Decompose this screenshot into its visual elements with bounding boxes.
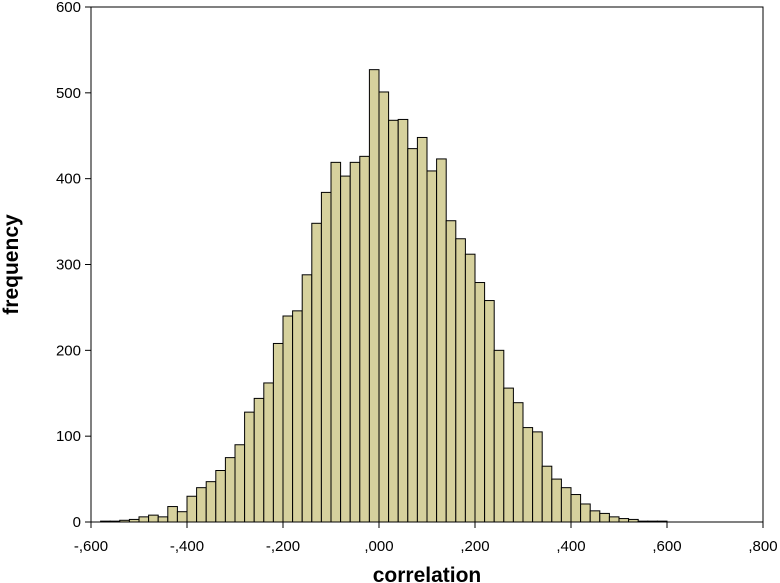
histogram-bar — [407, 148, 418, 523]
histogram-bar — [474, 282, 486, 523]
histogram-bar — [580, 503, 591, 523]
histogram-bar — [234, 444, 246, 523]
histogram-bar — [340, 175, 351, 523]
y-tick-label: 0 — [73, 514, 81, 531]
histogram-bar — [349, 161, 361, 523]
y-tick-label: 300 — [56, 257, 81, 274]
histogram-bar — [378, 91, 390, 523]
histogram-bar — [541, 465, 553, 523]
x-axis: -,600 -,400 -,200 ,000 ,200 ,400 ,600 ,800 — [74, 522, 778, 555]
histogram-bar — [311, 222, 322, 523]
x-tick-label: ,800 — [748, 538, 777, 555]
histogram-bar — [224, 457, 236, 523]
histogram-bar — [445, 220, 457, 523]
x-axis-title: correlation — [373, 564, 482, 583]
histogram-bar — [138, 516, 150, 523]
histogram-bar — [301, 274, 313, 523]
y-axis-title: frequency — [0, 214, 23, 315]
histogram-bar — [272, 342, 284, 523]
histogram-bar — [464, 253, 476, 523]
histogram-bar — [388, 119, 399, 523]
histogram-bar — [176, 511, 188, 523]
x-tick-label: ,000 — [364, 538, 393, 555]
x-tick-label: -,600 — [74, 538, 108, 555]
x-tick-label: ,600 — [652, 538, 681, 555]
histogram-bar — [320, 191, 332, 523]
histogram-bar — [589, 510, 601, 523]
x-tick-label: ,200 — [460, 538, 489, 555]
x-tick-label: -,200 — [266, 538, 300, 555]
histogram-bar — [282, 315, 294, 523]
histogram-bar — [397, 118, 409, 523]
histogram-bar — [512, 402, 524, 523]
histogram-bar — [618, 518, 630, 523]
histogram-bar — [532, 431, 543, 523]
histogram-bar — [292, 310, 303, 523]
y-tick-label: 400 — [56, 171, 81, 188]
histogram-bar — [551, 478, 562, 523]
histogram-bar — [196, 487, 207, 523]
y-tick-label: 500 — [56, 85, 81, 102]
x-tick-label: -,400 — [170, 538, 204, 555]
histogram-bar — [205, 481, 217, 523]
histogram-bar — [436, 158, 447, 523]
histogram-bar — [215, 470, 226, 523]
histogram-bar — [493, 349, 505, 523]
x-tick-label: ,400 — [556, 538, 585, 555]
y-tick-label: 600 — [56, 0, 81, 16]
histogram-bar — [522, 427, 534, 523]
y-tick-label: 200 — [56, 342, 81, 359]
histogram-bar — [368, 69, 380, 523]
histogram-bar — [608, 516, 620, 523]
histogram-bar — [330, 161, 342, 523]
histogram-bar — [503, 387, 514, 523]
histogram-bar — [484, 300, 495, 523]
y-tick-label: 100 — [56, 428, 81, 445]
histogram-bar — [167, 506, 178, 523]
histogram-bar — [599, 512, 610, 523]
histogram-bar — [186, 495, 198, 523]
histogram-bar — [560, 487, 572, 523]
plot-frame — [90, 6, 764, 523]
histogram-bars — [100, 69, 668, 523]
histogram-bar — [244, 411, 255, 523]
histogram-bar — [426, 170, 438, 523]
y-axis: 0 100 200 300 400 500 600 — [56, 0, 91, 531]
histogram-bar — [455, 238, 466, 523]
histogram-bar — [148, 514, 159, 523]
histogram-bar — [263, 382, 274, 523]
histogram-bar — [359, 155, 370, 523]
histogram-bar — [253, 397, 265, 523]
histogram-bar — [416, 136, 428, 523]
histogram-bar — [570, 494, 582, 523]
histogram-bar — [157, 516, 169, 523]
